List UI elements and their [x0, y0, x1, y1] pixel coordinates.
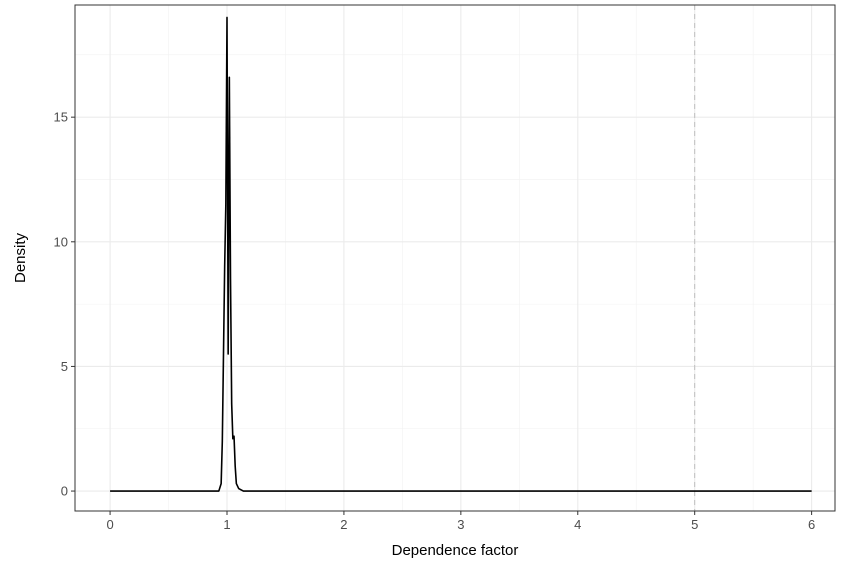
y-axis: 0 5 10 15	[54, 110, 75, 499]
y-tick-label: 5	[61, 359, 68, 374]
x-tick-label: 4	[574, 517, 581, 532]
y-tick-label: 15	[54, 110, 68, 125]
x-tick-label: 5	[691, 517, 698, 532]
y-axis-title: Density	[12, 232, 29, 283]
series-group	[110, 16, 812, 492]
x-tick-label: 6	[808, 517, 815, 532]
y-tick-label: 0	[61, 484, 68, 499]
x-tick-label: 0	[106, 517, 113, 532]
x-tick-label: 2	[340, 517, 347, 532]
x-axis-title: Dependence factor	[392, 542, 519, 559]
y-tick-label: 10	[54, 234, 68, 249]
plot-panel-border	[74, 4, 836, 512]
x-tick-label: 3	[457, 517, 464, 532]
x-axis: 0 1 2 3 4 5 6	[106, 511, 815, 532]
x-tick-label: 1	[223, 517, 230, 532]
density-line	[110, 16, 812, 492]
